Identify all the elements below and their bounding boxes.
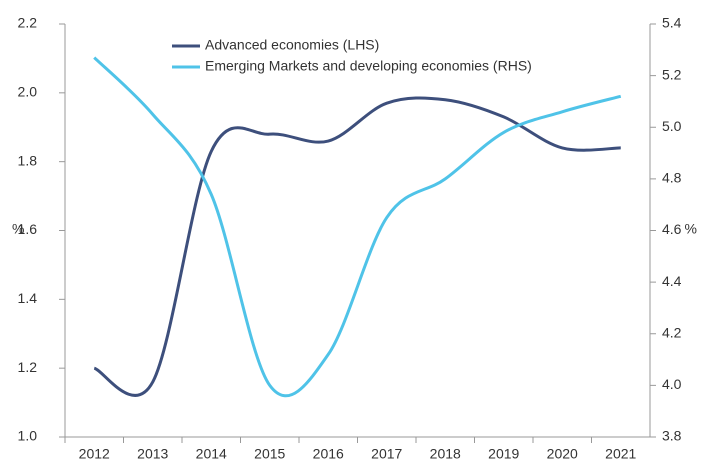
y2-tick-label: 5.2 xyxy=(662,66,682,82)
x-tick-label: 2021 xyxy=(605,446,636,462)
y-tick-label: 1.4 xyxy=(18,290,38,306)
legend-label: Emerging Markets and developing economie… xyxy=(205,58,532,74)
legend-label: Advanced economies (LHS) xyxy=(205,37,379,53)
x-tick-label: 2013 xyxy=(137,446,168,462)
y-tick-label: 1.0 xyxy=(18,428,38,444)
series-line xyxy=(93,96,621,397)
y2-tick-label: 4.2 xyxy=(662,324,682,340)
x-tick-label: 2016 xyxy=(313,446,344,462)
x-tick-label: 2018 xyxy=(430,446,461,462)
x-tick-label: 2019 xyxy=(488,446,519,462)
y2-tick-label: 5.4 xyxy=(662,15,682,31)
y-tick-label: 2.0 xyxy=(18,84,38,100)
y2-tick-label: 4.0 xyxy=(662,376,682,392)
y2-tick-label: 5.0 xyxy=(662,118,682,134)
y-tick-label: 1.2 xyxy=(18,359,38,375)
y2-tick-label: 4.4 xyxy=(662,273,682,289)
x-tick-label: 2015 xyxy=(254,446,285,462)
y2-axis-label: % xyxy=(685,221,697,237)
y-tick-label: 1.6 xyxy=(18,221,38,237)
x-tick-label: 2014 xyxy=(196,446,227,462)
y-axis-label: % xyxy=(12,221,24,237)
y2-tick-label: 3.8 xyxy=(662,428,682,444)
x-tick-label: 2017 xyxy=(371,446,402,462)
x-tick-label: 2020 xyxy=(547,446,578,462)
x-tick-label: 2012 xyxy=(79,446,110,462)
y2-tick-label: 4.6 xyxy=(662,221,682,237)
series-line xyxy=(93,56,622,398)
y-tick-label: 1.8 xyxy=(18,152,38,168)
y2-tick-label: 4.8 xyxy=(662,170,682,186)
y-tick-label: 2.2 xyxy=(18,15,38,31)
